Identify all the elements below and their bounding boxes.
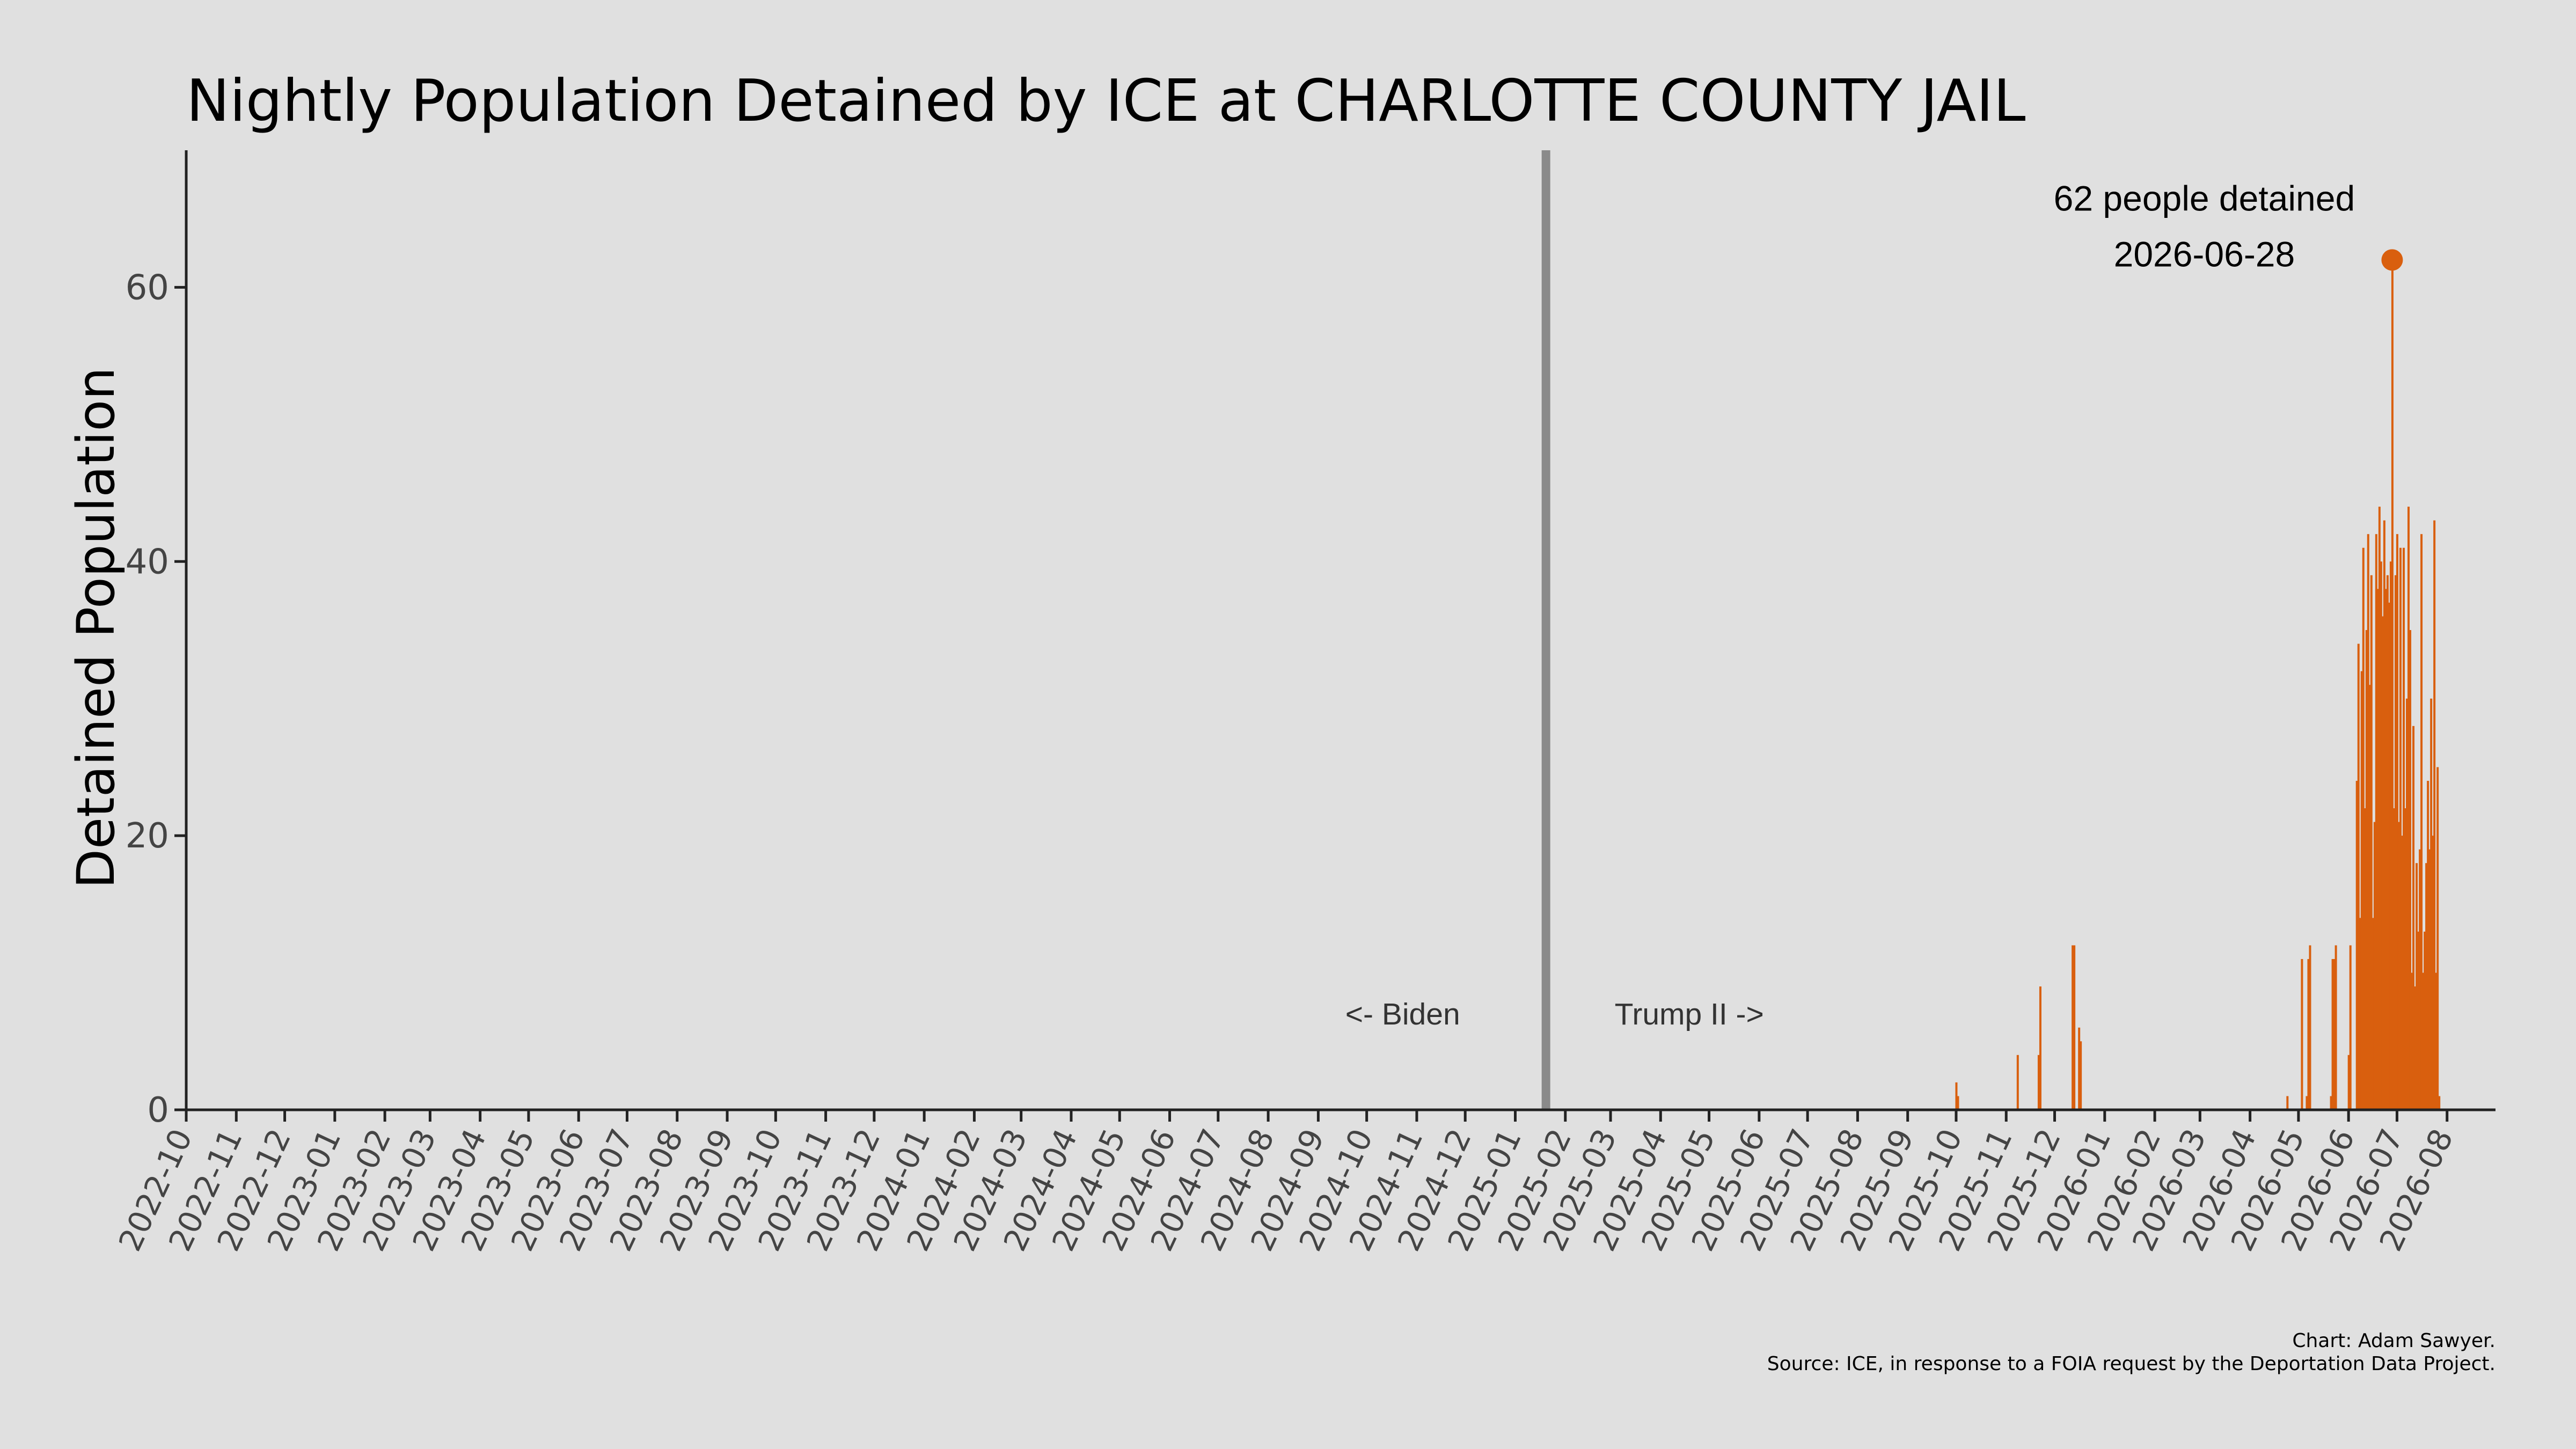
bar [2368, 685, 2371, 1110]
caption-source: Source: ICE, in response to a FOIA reque… [1767, 1353, 2496, 1375]
bar [2402, 547, 2405, 1110]
bar [2438, 1096, 2441, 1110]
bar [2309, 945, 2311, 1110]
bar [2433, 520, 2436, 1110]
bar [2432, 836, 2434, 1110]
x-ticks: 2022-102022-112022-122023-012023-022023-… [112, 1110, 2460, 1257]
bar [2080, 1041, 2082, 1110]
bar [2331, 959, 2334, 1110]
bar [2389, 561, 2392, 1110]
bar [2363, 808, 2366, 1110]
bar [2404, 808, 2406, 1110]
bar [2414, 986, 2417, 1110]
bar [2412, 726, 2415, 1110]
bar [2417, 931, 2420, 1110]
bar [2401, 836, 2403, 1110]
bar [2397, 822, 2400, 1110]
bar [2391, 260, 2394, 1110]
bar [2360, 671, 2363, 1110]
bar [2376, 589, 2379, 1110]
bar [2372, 918, 2374, 1110]
plot-area: 0 20 40 60 2022-102022-112022-122023-012023… [112, 150, 2496, 1257]
y-tick-label: 60 [126, 268, 169, 308]
caption-credit: Chart: Adam Sawyer. [2292, 1330, 2496, 1352]
bar [2381, 616, 2384, 1110]
bar [2394, 575, 2397, 1110]
bar [2365, 630, 2368, 1110]
bar [1957, 1096, 1959, 1110]
bar [2419, 849, 2421, 1110]
bar [2388, 602, 2390, 1110]
bar [2301, 959, 2303, 1110]
bar [2420, 534, 2423, 1110]
bar [2392, 808, 2395, 1110]
bar [2359, 918, 2361, 1110]
bars [1955, 260, 2441, 1110]
bar [2333, 959, 2336, 1110]
bar [2307, 959, 2310, 1110]
bar [2378, 507, 2381, 1110]
bar [2016, 1055, 2019, 1110]
y-axis-label: Detained Population [66, 367, 126, 889]
bar [2072, 945, 2074, 1110]
peak-annotation-count: 62 people detained [2054, 178, 2355, 218]
bar [2373, 822, 2376, 1110]
bar [2347, 1055, 2350, 1110]
biden-era-label: <- Biden [1345, 997, 1460, 1031]
bar [2380, 561, 2382, 1110]
bar [2416, 863, 2418, 1110]
bar [2306, 1096, 2308, 1110]
bar [2357, 643, 2360, 1110]
bar [2349, 945, 2352, 1110]
y-tick-label: 0 [147, 1091, 169, 1130]
bar [2424, 931, 2426, 1110]
bar [2384, 589, 2387, 1110]
y-ticks: 0 20 40 60 [126, 268, 186, 1130]
bar [2383, 520, 2385, 1110]
bar [2286, 1096, 2289, 1110]
bar [2355, 780, 2358, 1110]
trump-era-label: Trump II -> [1615, 997, 1764, 1031]
bar [2396, 534, 2398, 1110]
bar [2078, 1027, 2081, 1110]
bar [2386, 575, 2389, 1110]
bar [2435, 972, 2438, 1110]
bar [2409, 630, 2412, 1110]
y-tick-label: 40 [126, 542, 169, 582]
bar [2370, 575, 2373, 1110]
bar [2430, 698, 2433, 1110]
bar [2399, 547, 2402, 1110]
bar [2073, 945, 2076, 1110]
bar [2436, 767, 2439, 1110]
chart-title: Nightly Population Detained by ICE at CH… [186, 68, 2025, 135]
peak-marker [2381, 249, 2403, 271]
bar [2428, 849, 2431, 1110]
bar [2334, 945, 2337, 1110]
y-tick-label: 20 [126, 816, 169, 856]
bar [2367, 534, 2369, 1110]
bar [2375, 534, 2377, 1110]
bar [2427, 780, 2429, 1110]
bar [2037, 1055, 2040, 1110]
bar [1955, 1082, 1958, 1110]
peak-annotation-date: 2026-06-28 [2114, 234, 2295, 274]
bar [2362, 547, 2365, 1110]
bar [2425, 863, 2428, 1110]
bar [2407, 507, 2410, 1110]
bar [2039, 986, 2041, 1110]
bar [2411, 972, 2413, 1110]
bar [2422, 972, 2425, 1110]
bar [2330, 1096, 2332, 1110]
bar [2405, 698, 2408, 1110]
